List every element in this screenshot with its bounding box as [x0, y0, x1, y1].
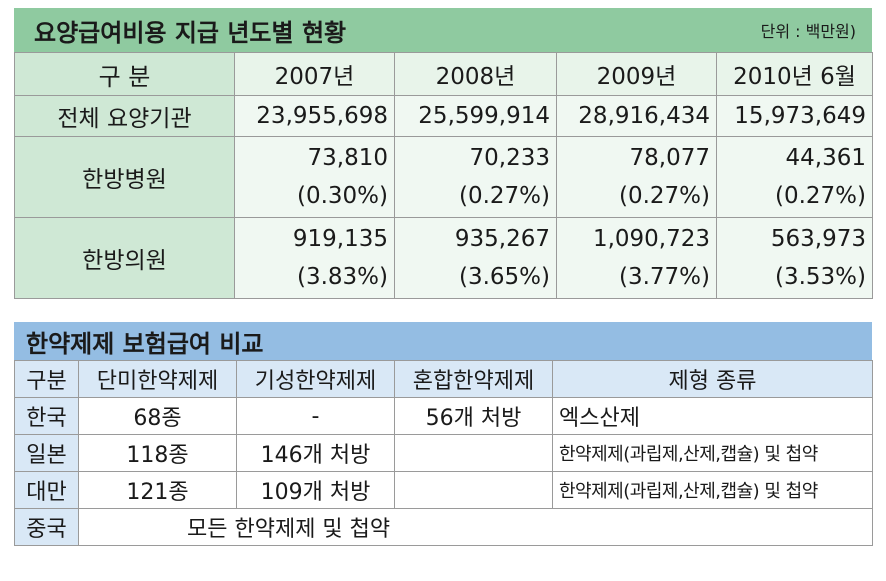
row-label-total: 전체 요양기관	[14, 95, 235, 137]
table-row-total: 전체 요양기관 23,955,698 25,599,914 28,916,434…	[14, 95, 873, 137]
share: (3.83%)	[296, 264, 388, 290]
table2-title-bar: 한약제제 보험급여 비교	[14, 322, 872, 360]
table2-title: 한약제제 보험급여 비교	[26, 329, 264, 358]
country-label: 일본	[14, 434, 79, 472]
cell: 121종	[78, 471, 237, 509]
header-mixed: 혼합한약제제	[394, 360, 553, 398]
amount: 78,077	[629, 145, 710, 171]
cell: 한약제제(과립제,산제,캡슐) 및 첩약	[552, 434, 873, 472]
cell: 563,973 (3.53%)	[716, 217, 873, 299]
cell: 118종	[78, 434, 237, 472]
total-value: 25,599,914	[394, 95, 557, 137]
header-year-2008: 2008년	[394, 52, 557, 96]
header-single-herb: 단미한약제제	[78, 360, 237, 398]
country-label: 한국	[14, 397, 79, 435]
table-row-china: 중국 모든 한약제제 및 첩약	[14, 508, 873, 546]
share: (3.77%)	[618, 264, 710, 290]
table-row-hospital: 한방병원 73,810 (0.30%) 70,233 (0.27%) 78,077 (…	[14, 136, 873, 218]
cell	[394, 471, 553, 509]
table-row-korea: 한국 68종 - 56개 처방 엑스산제	[14, 397, 873, 435]
herbal-insurance-comparison-table: 구분 단미한약제제 기성한약제제 혼합한약제제 제형 종류 한국 68종 - 5…	[14, 360, 873, 546]
table-row-clinic: 한방의원 919,135 (3.83%) 935,267 (3.65%) 1,090…	[14, 217, 873, 299]
share: (0.27%)	[618, 183, 710, 209]
cell: 68종	[78, 397, 237, 435]
amount: 563,973	[770, 226, 866, 252]
merged-cell: 모든 한약제제 및 첩약	[78, 508, 873, 546]
amount: 1,090,723	[592, 226, 710, 252]
table2-header-row: 구분 단미한약제제 기성한약제제 혼합한약제제 제형 종류	[14, 360, 873, 398]
total-value: 28,916,434	[556, 95, 717, 137]
cell: -	[236, 397, 395, 435]
total-value: 23,955,698	[234, 95, 395, 137]
total-value: 15,973,649	[716, 95, 873, 137]
cell: 1,090,723 (3.77%)	[556, 217, 717, 299]
amount: 70,233	[469, 145, 550, 171]
share: (0.30%)	[296, 183, 388, 209]
share: (3.53%)	[774, 264, 866, 290]
cell: 56개 처방	[394, 397, 553, 435]
header-premade: 기성한약제제	[236, 360, 395, 398]
country-label: 대만	[14, 471, 79, 509]
share: (0.27%)	[774, 183, 866, 209]
cell: 한약제제(과립제,산제,캡슐) 및 첩약	[552, 471, 873, 509]
amount: 935,267	[454, 226, 550, 252]
country-label: 중국	[14, 508, 79, 546]
table-row-japan: 일본 118종 146개 처방 한약제제(과립제,산제,캡슐) 및 첩약	[14, 434, 873, 472]
cell: 935,267 (3.65%)	[394, 217, 557, 299]
amount: 73,810	[307, 145, 388, 171]
cell: 919,135 (3.83%)	[234, 217, 395, 299]
amount: 919,135	[292, 226, 388, 252]
table-row-taiwan: 대만 121종 109개 처방 한약제제(과립제,산제,캡슐) 및 첩약	[14, 471, 873, 509]
cell	[394, 434, 553, 472]
share: (3.65%)	[458, 264, 550, 290]
table1-title-bar: 요양급여비용 지급 년도별 현황 단위 : 백만원)	[14, 8, 872, 52]
header-dosage-form: 제형 종류	[552, 360, 873, 398]
header-year-2007: 2007년	[234, 52, 395, 96]
header-year-2010: 2010년 6월	[716, 52, 873, 96]
payment-by-year-table: 구 분 2007년 2008년 2009년 2010년 6월 전체 요양기관 2…	[14, 52, 873, 299]
row-label-clinic: 한방의원	[14, 217, 235, 299]
header-category: 구분	[14, 360, 79, 398]
cell: 70,233 (0.27%)	[394, 136, 557, 218]
header-year-2009: 2009년	[556, 52, 717, 96]
cell: 엑스산제	[552, 397, 873, 435]
header-category: 구 분	[14, 52, 235, 96]
share: (0.27%)	[458, 183, 550, 209]
table1-title: 요양급여비용 지급 년도별 현황	[34, 18, 347, 47]
cell: 109개 처방	[236, 471, 395, 509]
cell: 146개 처방	[236, 434, 395, 472]
table1-unit: 단위 : 백만원)	[760, 22, 856, 41]
row-label-hospital: 한방병원	[14, 136, 235, 218]
cell: 44,361 (0.27%)	[716, 136, 873, 218]
table1-header-row: 구 분 2007년 2008년 2009년 2010년 6월	[14, 52, 873, 96]
amount: 44,361	[785, 145, 866, 171]
cell: 78,077 (0.27%)	[556, 136, 717, 218]
cell: 73,810 (0.30%)	[234, 136, 395, 218]
